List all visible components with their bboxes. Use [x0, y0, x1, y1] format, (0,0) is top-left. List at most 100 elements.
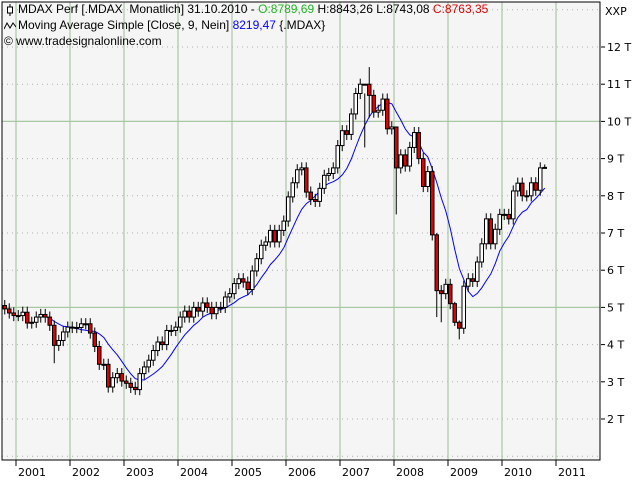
y-tick-label: 5 T: [607, 301, 624, 314]
candle-body: [317, 187, 322, 202]
candle: [484, 213, 489, 250]
candle: [502, 208, 507, 220]
candle: [506, 208, 511, 225]
legend-price[interactable]: MDAX Perf [.MDAX Monatlich] 31.10.2010 -…: [4, 2, 488, 17]
x-tick-label: 2007: [342, 466, 370, 479]
candle-body: [263, 241, 268, 246]
candle-body: [520, 182, 525, 197]
candle-body: [475, 261, 480, 282]
candle: [169, 324, 174, 337]
candle-body: [92, 332, 97, 347]
y-tick-label: 6 T: [607, 264, 624, 277]
candle: [493, 223, 498, 250]
candle-body: [97, 345, 102, 365]
price-axis: 2 T 3 T 4 T 5 T 6 T 7 T 8 T 9 T 10 T 11 T 12 T: [601, 41, 631, 426]
candle: [142, 361, 147, 380]
candle: [173, 321, 178, 337]
candle-body: [376, 109, 381, 113]
candle: [286, 191, 291, 227]
x-tick-label: 2002: [72, 466, 100, 479]
candle-body: [11, 312, 16, 317]
candle: [88, 318, 93, 339]
candle-body: [511, 190, 516, 220]
candle-body: [56, 340, 61, 346]
x-tick-label: 2003: [126, 466, 154, 479]
candle-body: [380, 98, 385, 111]
candle-body: [484, 218, 489, 245]
candle-body: [371, 94, 376, 113]
candle: [101, 358, 106, 370]
candle: [7, 303, 12, 319]
candle-body: [443, 283, 448, 295]
gridlines: [2, 2, 600, 460]
candle: [191, 301, 196, 323]
candle: [272, 224, 277, 248]
candle-body: [340, 130, 345, 147]
candle-body: [407, 146, 412, 167]
candle: [511, 185, 516, 225]
candle: [124, 375, 129, 389]
candle: [47, 311, 52, 331]
candle-body: [434, 234, 439, 292]
candle-body: [367, 83, 372, 96]
candle-body: [542, 166, 547, 169]
candle-body: [277, 229, 282, 243]
y-tick-label: 4 T: [607, 339, 624, 352]
candle-body: [430, 171, 435, 236]
candle-body: [515, 182, 520, 192]
candle: [529, 177, 534, 202]
candle: [448, 278, 453, 310]
candle: [268, 224, 273, 248]
candle-body: [254, 258, 259, 272]
y-tick-label: 10 T: [607, 115, 631, 128]
candle-body: [272, 229, 277, 243]
candle: [74, 321, 79, 334]
candle-body: [196, 306, 201, 312]
candle-body: [502, 213, 507, 216]
candle: [412, 126, 417, 154]
candles-layer: [2, 67, 547, 396]
candle: [335, 140, 340, 174]
candle: [38, 308, 43, 323]
candle-body: [20, 311, 25, 317]
copyright-notice: © www.tradesignalonline.com: [4, 34, 162, 49]
candle: [254, 253, 259, 277]
candle-body: [110, 377, 115, 388]
candle-body: [331, 167, 336, 174]
candle: [403, 149, 408, 172]
candle: [214, 301, 219, 320]
candle-body: [173, 326, 178, 331]
y-tick-label: 12 T: [607, 41, 631, 54]
candle-body: [529, 182, 534, 197]
candle: [83, 318, 88, 330]
candle: [520, 177, 525, 202]
candle-body: [115, 373, 120, 379]
candle: [488, 213, 493, 250]
candle: [52, 320, 57, 364]
candle: [61, 326, 66, 347]
candle-body: [79, 323, 84, 328]
candle-body: [169, 329, 174, 332]
candle-body: [538, 167, 543, 191]
candle-body: [389, 126, 394, 130]
candle: [317, 182, 322, 207]
candle-body: [191, 306, 196, 318]
candle: [200, 297, 205, 317]
candlestick-icon: [4, 3, 16, 16]
candle: [295, 164, 300, 189]
candle: [416, 126, 421, 165]
candle-body: [52, 324, 57, 346]
candle: [79, 318, 84, 334]
candle-body: [403, 154, 408, 167]
candle: [542, 164, 547, 169]
candle-body: [470, 278, 475, 282]
candle: [209, 301, 214, 320]
legend-ma[interactable]: Moving Average Simple [Close, 9, Nein] 8…: [4, 18, 325, 33]
x-tick-label: 2009: [450, 466, 478, 479]
candle-body: [142, 366, 147, 375]
candle: [452, 301, 457, 326]
candle: [439, 285, 444, 323]
candle-body: [106, 363, 111, 388]
candle-body: [209, 306, 214, 315]
